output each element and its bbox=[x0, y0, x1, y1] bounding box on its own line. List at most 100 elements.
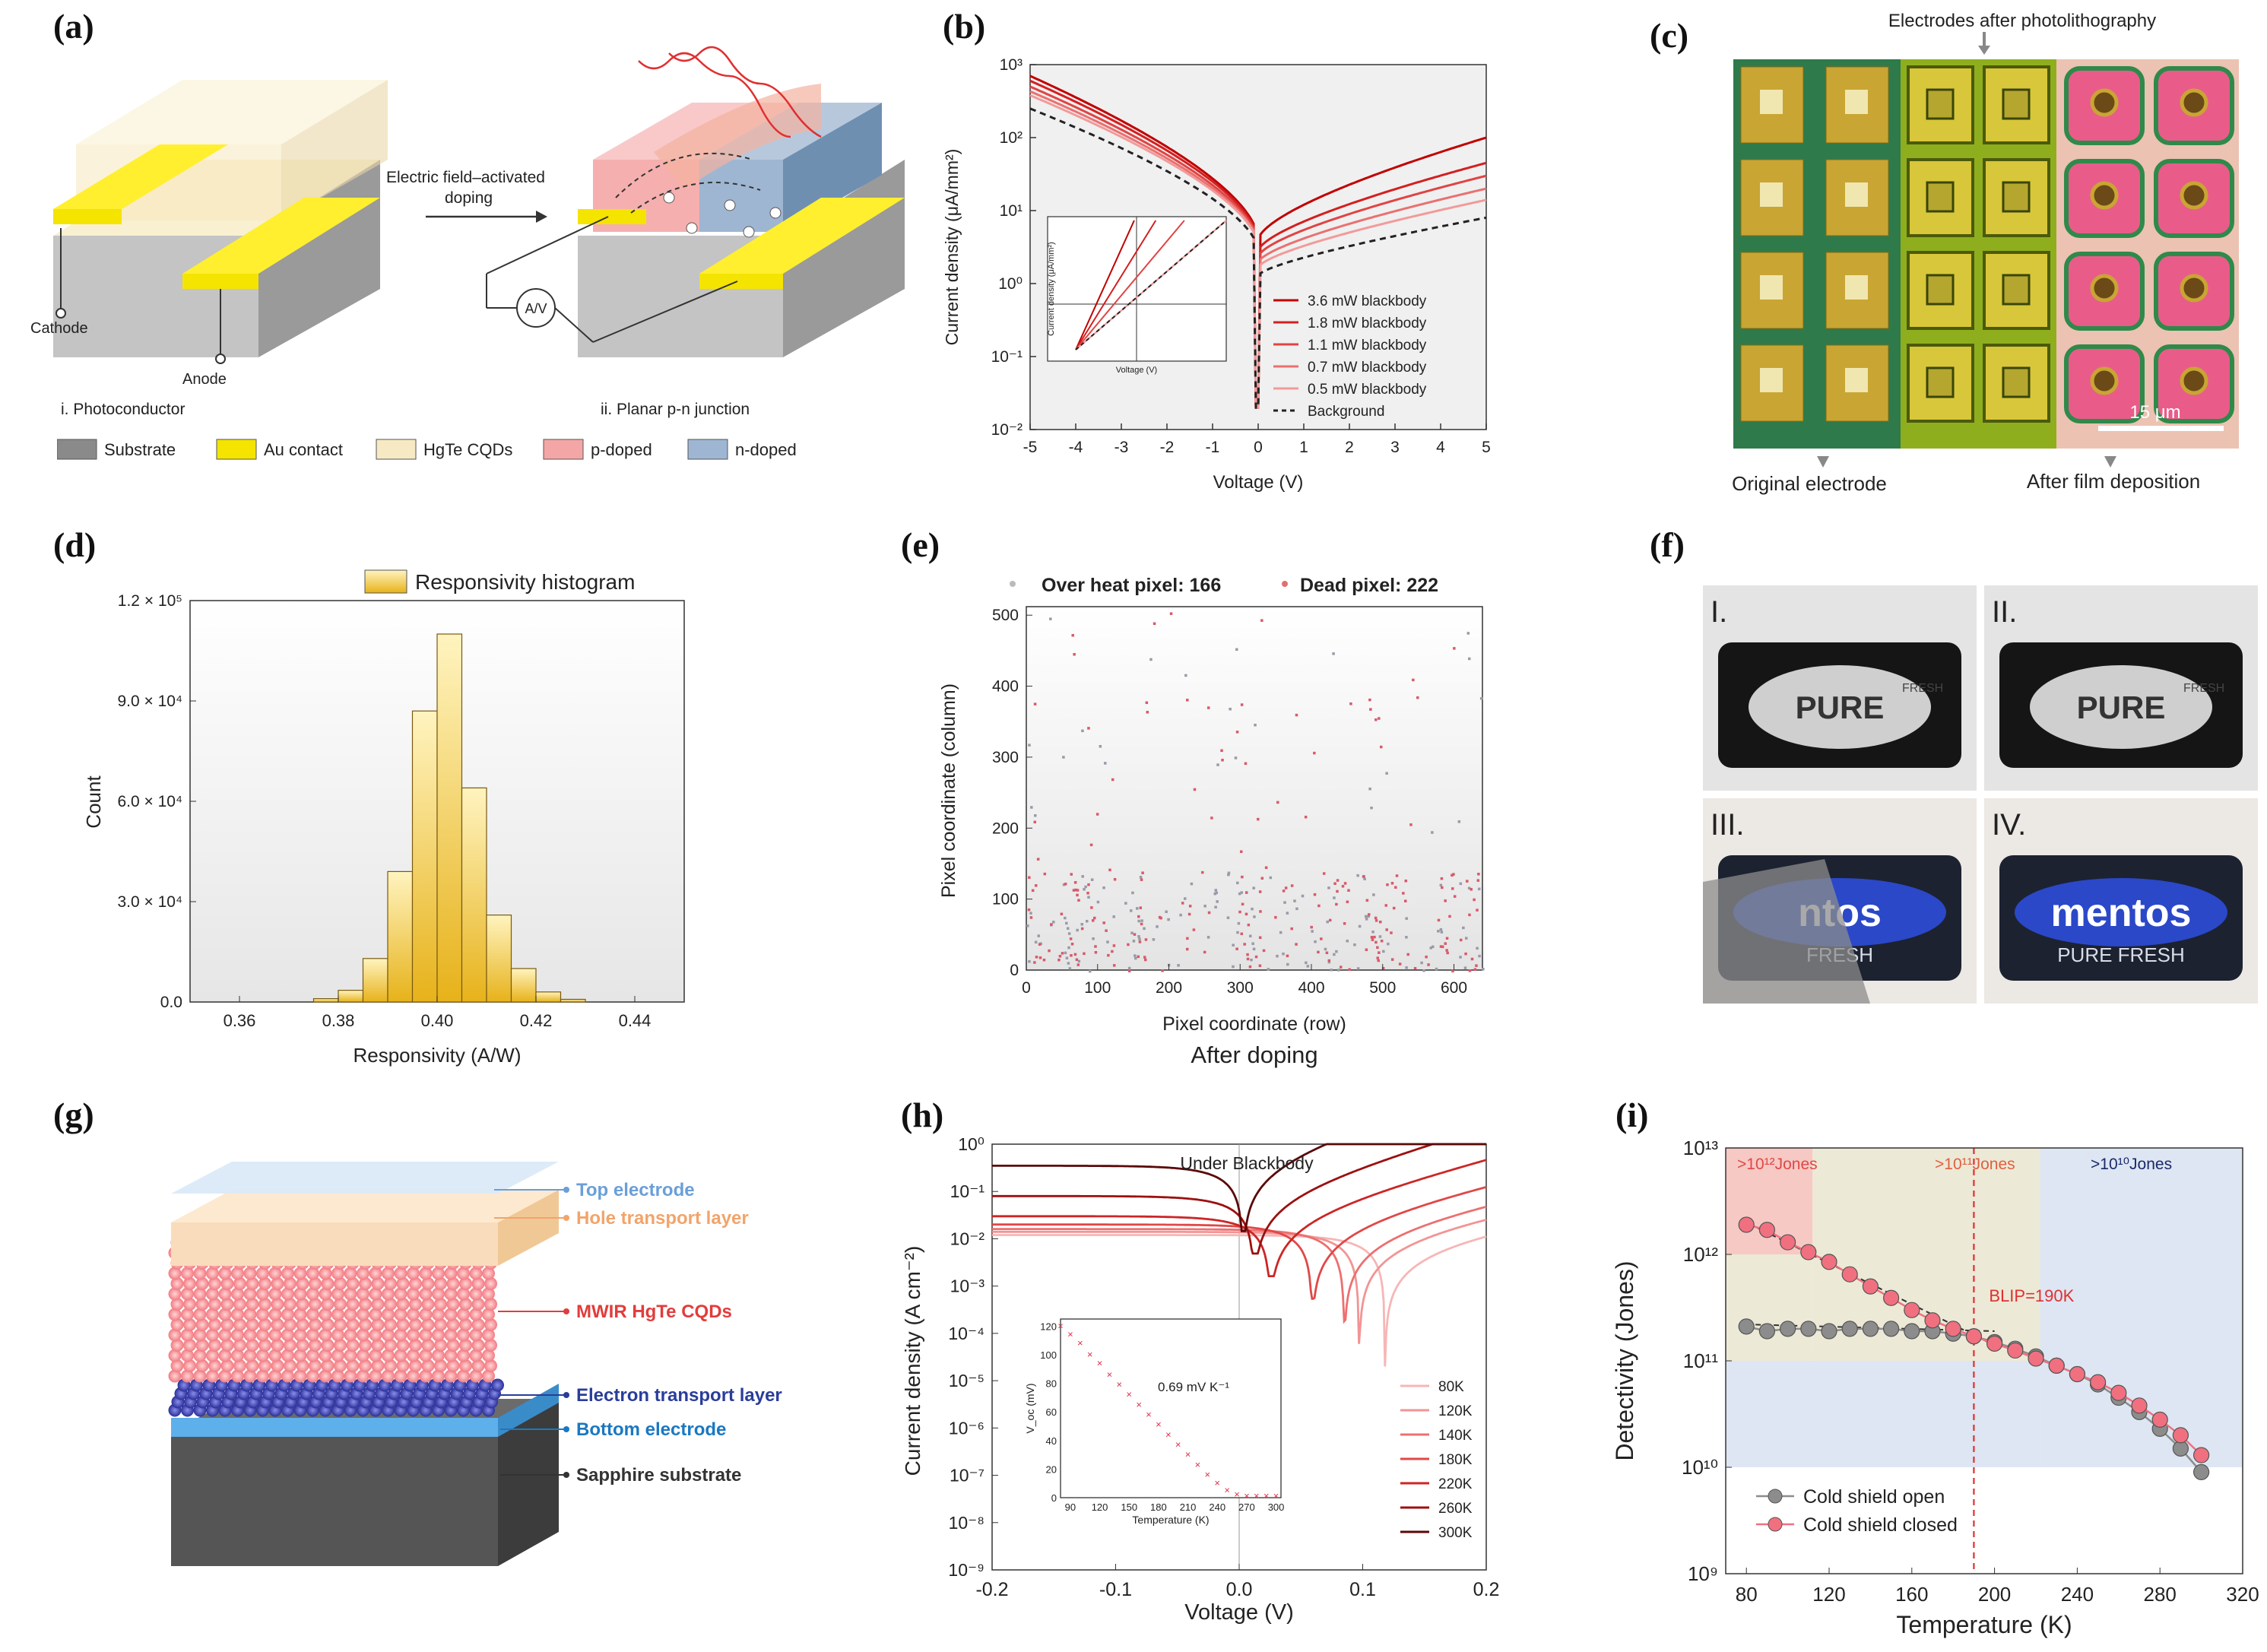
dead-pixel bbox=[1112, 944, 1116, 947]
dead-pixel bbox=[1070, 873, 1073, 876]
overheat-pixel bbox=[1090, 878, 1094, 881]
cqd-dot bbox=[471, 1277, 485, 1290]
cqd-dot bbox=[346, 1277, 360, 1290]
cqd-dot bbox=[331, 1369, 344, 1383]
chart-e-ylabel: Pixel coordinate (column) bbox=[938, 683, 959, 898]
overheat-pixel bbox=[1214, 905, 1217, 908]
overheat-pixel bbox=[1463, 966, 1467, 969]
dead-pixel bbox=[1243, 943, 1246, 946]
cathode-label: Cathode bbox=[30, 320, 88, 337]
cqd-dot bbox=[321, 1298, 335, 1311]
cqd-dot bbox=[168, 1308, 182, 1321]
overheat-pixel bbox=[1232, 965, 1235, 969]
cqd-dot bbox=[231, 1308, 244, 1321]
i-ytick-4: 10¹³ bbox=[1683, 1137, 1719, 1159]
cqd-dot bbox=[296, 1339, 309, 1352]
cqd-dot bbox=[258, 1298, 271, 1311]
overheat-pixel bbox=[1314, 940, 1317, 943]
overheat-pixel bbox=[1237, 921, 1241, 925]
dead-pixel bbox=[1322, 872, 1326, 875]
dead-pixel bbox=[1446, 951, 1449, 955]
cqd-dot bbox=[432, 1349, 445, 1362]
c-pad-orig-center bbox=[1760, 275, 1783, 300]
overheat-pixel bbox=[1385, 772, 1388, 775]
dead-pixel bbox=[1453, 647, 1456, 650]
cqd-dot bbox=[384, 1318, 397, 1331]
cqd-dot bbox=[334, 1359, 347, 1372]
dead-pixel bbox=[1169, 612, 1173, 615]
h-ytick-7: 10⁻² bbox=[950, 1229, 985, 1248]
cqd-dot bbox=[268, 1369, 282, 1383]
overheat-pixel bbox=[1253, 915, 1256, 918]
cqd-dot bbox=[432, 1308, 445, 1321]
dead-pixel bbox=[1137, 955, 1140, 959]
panel-label-e: (e) bbox=[901, 525, 940, 564]
cqd-dot bbox=[231, 1328, 244, 1342]
c-pad-litho-center bbox=[2002, 88, 2031, 120]
cqd-dot bbox=[344, 1349, 357, 1362]
e-xtick-3: 300 bbox=[1227, 979, 1254, 997]
dead-pixel bbox=[1402, 892, 1405, 895]
h-ytick-6: 10⁻³ bbox=[950, 1276, 985, 1296]
h-inset-box bbox=[1060, 1318, 1282, 1498]
overheat-pixel bbox=[1252, 886, 1255, 889]
i-point-1 bbox=[1841, 1266, 1858, 1283]
cqd-dot bbox=[256, 1369, 269, 1383]
overheat-pixel bbox=[1248, 934, 1252, 938]
dead-pixel bbox=[1102, 921, 1105, 924]
overheat-pixel bbox=[1236, 881, 1239, 885]
overheat-pixel bbox=[1136, 907, 1139, 910]
cqd-dot bbox=[271, 1339, 284, 1352]
dead-pixel bbox=[1210, 816, 1213, 820]
overheat-pixel bbox=[1065, 921, 1068, 925]
dead-pixel bbox=[1262, 949, 1266, 953]
c-bottom-left-label: Original electrode bbox=[1732, 472, 1887, 495]
cqd-dot bbox=[170, 1359, 184, 1372]
i-legend-marker-1 bbox=[1768, 1517, 1783, 1532]
overheat-pixel bbox=[1026, 924, 1029, 927]
dead-pixel bbox=[1258, 936, 1262, 940]
cqd-dot bbox=[446, 1277, 460, 1290]
cqd-dot bbox=[444, 1267, 458, 1280]
dead-pixel bbox=[1187, 912, 1191, 916]
cqd-dot bbox=[193, 1308, 207, 1321]
cqd-dot bbox=[334, 1298, 347, 1311]
overheat-pixel bbox=[1439, 927, 1443, 931]
dead-pixel bbox=[1094, 951, 1098, 954]
i-point-0 bbox=[1841, 1321, 1858, 1337]
i-ytick-2: 10¹¹ bbox=[1683, 1349, 1719, 1372]
pn-junction-device: A/V bbox=[486, 46, 905, 357]
overheat-pixel bbox=[1336, 969, 1340, 972]
b-ytick-1: 10⁻¹ bbox=[991, 348, 1023, 366]
i-legend-label-0: Cold shield open bbox=[1803, 1486, 1945, 1508]
dead-pixel bbox=[1127, 943, 1130, 946]
cqd-dot bbox=[243, 1349, 257, 1362]
i-xtick-1: 120 bbox=[1812, 1583, 1845, 1606]
c-pad-film-center bbox=[2090, 88, 2119, 117]
cqd-dot bbox=[218, 1267, 232, 1280]
dead-pixel bbox=[1240, 932, 1244, 936]
panel-label-b: (b) bbox=[943, 7, 986, 46]
i-region-1e11-left bbox=[1726, 1254, 1813, 1361]
g-leader-dot-4 bbox=[563, 1426, 569, 1432]
i-point-1 bbox=[1821, 1254, 1837, 1270]
b-xtick-9: 4 bbox=[1436, 439, 1445, 456]
b-inset-xlabel: Voltage (V) bbox=[1116, 366, 1157, 375]
h-inset-xtick-7: 300 bbox=[1268, 1501, 1285, 1513]
dead-pixel bbox=[1439, 945, 1443, 948]
cqd-dot bbox=[193, 1287, 207, 1301]
dead-pixel bbox=[1406, 953, 1409, 956]
e-ytick-2: 200 bbox=[992, 820, 1019, 837]
dead-pixel bbox=[1185, 947, 1189, 951]
cqd-dot bbox=[407, 1267, 420, 1280]
cqd-dot bbox=[434, 1298, 447, 1311]
cqd-dot bbox=[346, 1318, 360, 1331]
h-inset-marker: × bbox=[1126, 1389, 1132, 1400]
overheat-pixel bbox=[1478, 954, 1481, 958]
dead-pixel bbox=[1341, 885, 1345, 888]
overheat-pixel bbox=[1068, 967, 1072, 970]
overheat-pixel bbox=[1356, 967, 1360, 970]
dead-pixel bbox=[1398, 962, 1402, 966]
dead-pixel bbox=[1083, 952, 1086, 956]
cqd-dot bbox=[471, 1359, 485, 1372]
